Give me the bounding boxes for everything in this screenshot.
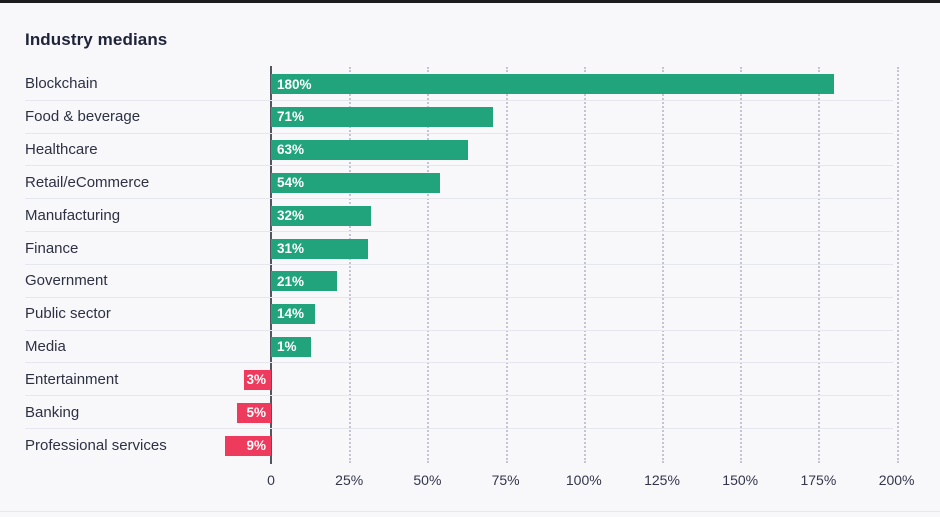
category-label: Healthcare <box>25 141 98 159</box>
chart-row: Retail/eCommerce 54% <box>25 166 893 200</box>
gridline-175 <box>818 67 821 463</box>
bar-value-label: 180% <box>277 76 312 92</box>
bar-value-label: 9% <box>246 437 266 453</box>
category-label: Government <box>25 272 108 290</box>
category-label: Manufacturing <box>25 206 121 224</box>
category-label: Media <box>25 338 66 356</box>
chart-row: Finance 31% <box>25 232 893 265</box>
bar-value-label: 32% <box>277 207 305 223</box>
chart-row: Manufacturing 32% <box>25 199 893 233</box>
bar-food-beverage[interactable]: 71% <box>271 107 494 128</box>
chart-row: Entertainment 3% <box>25 363 893 397</box>
zero-axis-line <box>270 66 272 464</box>
gridline-75 <box>505 67 508 463</box>
bar-finance[interactable]: 31% <box>271 238 368 259</box>
category-label: Food & beverage <box>25 108 141 126</box>
tick-label-0: 0 <box>267 472 275 488</box>
bar-value-label: 71% <box>277 109 305 125</box>
chart-row: Banking 5% <box>25 396 893 430</box>
bar-healthcare[interactable]: 63% <box>271 140 469 161</box>
category-label: Public sector <box>25 305 111 323</box>
gridline-200 <box>896 67 899 463</box>
chart-row: Blockchain 180% <box>25 68 893 101</box>
bar-retail-ecommerce[interactable]: 54% <box>271 172 440 193</box>
tick-label-125pct: 125% <box>644 472 680 488</box>
gridline-125 <box>662 67 664 463</box>
chart-row: Healthcare 63% <box>25 134 893 167</box>
chart-row: Professional services 9% <box>25 429 893 462</box>
chart-row: Food & beverage 71% <box>25 101 893 134</box>
category-label: Finance <box>25 239 79 257</box>
category-label: Blockchain <box>25 75 98 93</box>
tick-label-50pct: 50% <box>413 472 442 488</box>
tick-label-175pct: 175% <box>800 472 837 488</box>
category-label: Professional services <box>25 437 167 455</box>
bar-manufacturing[interactable]: 32% <box>271 205 372 226</box>
bar-value-label: 54% <box>277 175 305 191</box>
bar-blockchain[interactable]: 180% <box>271 74 835 95</box>
bar-value-label: 63% <box>277 142 305 158</box>
category-label: Retail/eCommerce <box>25 173 150 191</box>
bar-value-label: 1% <box>277 339 297 355</box>
bar-banking[interactable]: 5% <box>237 402 271 423</box>
bar-value-label: 21% <box>277 273 305 289</box>
gridline-25 <box>349 67 352 463</box>
tick-label-150pct: 150% <box>722 472 759 488</box>
category-label: Banking <box>25 403 80 421</box>
bar-media[interactable]: 1% <box>271 337 311 358</box>
chart-row: Media 1% <box>25 331 893 364</box>
chart-row: Public sector 14% <box>25 298 893 331</box>
bar-value-label: 14% <box>277 306 305 322</box>
gridline-100 <box>583 67 586 463</box>
tick-label-75pct: 75% <box>491 472 520 488</box>
gridline-150 <box>740 67 743 463</box>
tick-label-200pct: 200% <box>878 472 915 488</box>
top-border-line <box>0 0 940 3</box>
bar-public-sector[interactable]: 14% <box>271 304 315 325</box>
tick-label-100pct: 100% <box>565 472 602 488</box>
bar-professional-services[interactable]: 9% <box>224 435 271 456</box>
bar-government[interactable]: 21% <box>271 271 337 292</box>
bar-value-label: 5% <box>246 404 266 420</box>
gridline-50 <box>427 67 430 463</box>
category-label: Entertainment <box>25 370 119 388</box>
tick-label-25pct: 25% <box>335 472 364 488</box>
chart-row: Government 21% <box>25 265 893 298</box>
chart-title: Industry medians <box>25 30 168 49</box>
bar-entertainment[interactable]: 3% <box>243 369 271 390</box>
bottom-hairline <box>0 511 940 512</box>
bar-value-label: 31% <box>277 240 305 256</box>
bar-value-label: 3% <box>246 372 266 388</box>
